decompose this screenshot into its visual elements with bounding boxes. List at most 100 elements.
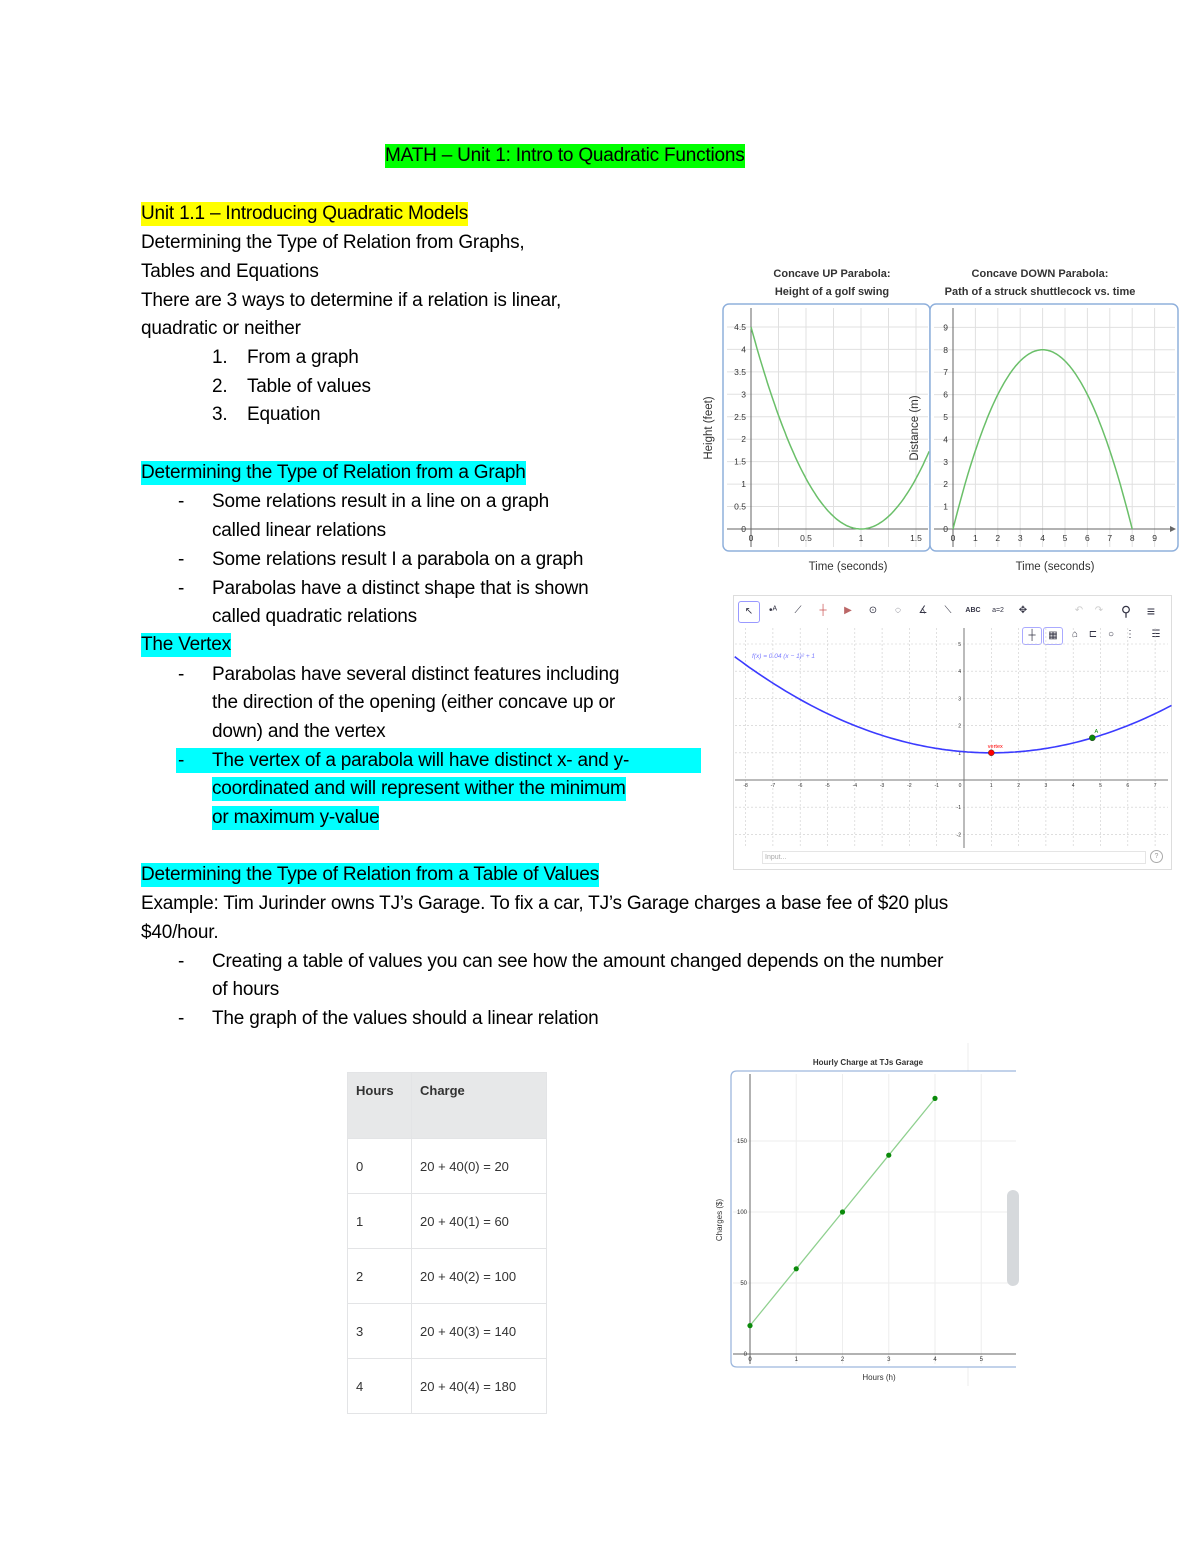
perpendicular-icon[interactable]: ┼ — [819, 605, 827, 616]
slider-tool[interactable]: a=2 — [992, 607, 1004, 614]
table-row: 4 20 + 40(4) = 180 — [347, 1358, 547, 1414]
bullet-text: of hours — [212, 979, 280, 1000]
home-icon[interactable]: ⌂ — [1071, 629, 1079, 640]
y-tick-label: 7 — [943, 367, 948, 377]
bullet-dash: - — [178, 664, 185, 685]
y-tick-label: 5 — [958, 642, 961, 648]
circle-icon[interactable]: ⊙ — [868, 605, 878, 616]
x-tick-label: 2 — [841, 1357, 845, 1363]
x-tick-label: -5 — [825, 783, 830, 789]
y-axis-label: Distance (m) — [909, 395, 921, 460]
table-header-row: Hours Charge — [347, 1072, 547, 1139]
y-tick-label: 6 — [943, 390, 948, 400]
x-tick-label: 3 — [887, 1357, 891, 1363]
x-tick-label: -7 — [771, 783, 776, 789]
x-tick-label: 1 — [973, 533, 978, 543]
data-point — [839, 1209, 846, 1215]
function-curve — [734, 656, 1172, 754]
x-axis-label: Hours (h) — [862, 1373, 896, 1382]
x-axis-label: Time (seconds) — [809, 561, 888, 573]
table-row: 1 20 + 40(1) = 60 — [347, 1193, 547, 1249]
input-bar[interactable]: Input... — [762, 851, 1146, 864]
table-cell: 3 — [347, 1303, 412, 1359]
more-icon[interactable]: ⋮ — [1125, 629, 1135, 640]
highlight-band — [176, 748, 701, 773]
x-tick-label: 6 — [1126, 783, 1129, 789]
list-item: From a graph — [247, 347, 359, 368]
x-tick-label: 3 — [1018, 533, 1023, 543]
chart-frame — [929, 303, 1179, 552]
table-cell: 4 — [347, 1358, 412, 1414]
undo-icon[interactable]: ↶ — [1074, 605, 1084, 616]
point-icon[interactable]: •ᴬ — [768, 605, 778, 616]
zoom-icon[interactable]: ⊏ — [1088, 629, 1098, 640]
menu-icon[interactable]: ≡ — [1146, 603, 1156, 619]
line-icon[interactable]: ⟋ — [794, 605, 802, 616]
point-label: A — [1094, 729, 1098, 735]
y-tick-label: -2 — [957, 832, 962, 838]
function-label: f(x) = 0.04 (x − 1)² + 1 — [752, 653, 815, 660]
axes-toggle-icon[interactable]: ┼ — [1022, 627, 1042, 645]
redo-icon[interactable]: ↷ — [1094, 605, 1104, 616]
y-axis-label: Charges ($) — [715, 1199, 724, 1242]
table-cell: 20 + 40(0) = 20 — [411, 1138, 547, 1194]
table-cell: 1 — [347, 1193, 412, 1249]
y-tick-label: 3.5 — [734, 367, 746, 377]
table-cell: 20 + 40(2) = 100 — [411, 1248, 547, 1304]
help-icon[interactable]: ? — [1150, 850, 1163, 863]
list-item: Table of values — [247, 376, 371, 397]
y-tick-label: 2.5 — [734, 412, 746, 422]
move-view-icon[interactable]: ✥ — [1018, 605, 1028, 616]
table-cell: 0 — [347, 1138, 412, 1194]
text-line: Determining the Type of Relation from Gr… — [141, 232, 525, 253]
x-tick-label: 1 — [795, 1357, 799, 1363]
grid-toggle-icon[interactable]: ▦ — [1043, 627, 1063, 645]
reflect-icon[interactable]: ⟍ — [944, 605, 952, 616]
y-tick-label: 0 — [741, 524, 746, 534]
x-tick-label: 6 — [1085, 533, 1090, 543]
text-line: $40/hour. — [141, 922, 219, 943]
parabola-curve — [952, 349, 1133, 530]
point-a — [1089, 734, 1096, 742]
parabola-curve — [750, 326, 930, 530]
x-tick-label: -4 — [853, 783, 858, 789]
polygon-icon[interactable]: ▶ — [844, 605, 852, 616]
data-point — [793, 1266, 799, 1272]
table-cell: 20 + 40(1) = 60 — [411, 1193, 547, 1249]
list-number: 3. — [212, 404, 228, 425]
y-tick-label: 8 — [943, 345, 948, 355]
style-bar-icon[interactable]: ☰ — [1151, 629, 1161, 640]
x-tick-label: 0 — [951, 533, 956, 543]
y-tick-label: 2 — [943, 479, 948, 489]
conic-icon[interactable]: ◌ — [895, 605, 901, 616]
geogebra-applet[interactable]: ↖ •ᴬ ⟋ ┼ ▶ ⊙ ◌ ∡ ⟍ ABC a=2 ✥ ↶ ↷ ⚲ ≡ ┼ ▦… — [733, 595, 1172, 870]
y-tick-label: 4 — [958, 669, 961, 675]
text-tool[interactable]: ABC — [965, 607, 981, 614]
y-tick-label: -1 — [957, 805, 962, 811]
bullet-text: Parabolas have several distinct features… — [212, 664, 620, 685]
list-number: 2. — [212, 376, 228, 397]
x-tick-label: -2 — [907, 783, 912, 789]
settings-icon[interactable]: ○ — [1107, 629, 1115, 640]
x-tick-label: 5 — [980, 1357, 984, 1363]
table-row: 0 20 + 40(0) = 20 — [347, 1138, 547, 1194]
x-axis-arrow — [1170, 526, 1176, 532]
x-tick-label: 7 — [1154, 783, 1157, 789]
y-tick-label: 3 — [958, 696, 961, 702]
x-tick-label: 4 — [1040, 533, 1045, 543]
bullet-dash: - — [178, 1008, 185, 1029]
section-heading-unit-1-1: Unit 1.1 – Introducing Quadratic Models — [141, 202, 468, 226]
search-icon[interactable]: ⚲ — [1120, 603, 1132, 619]
x-tick-label: -8 — [743, 783, 748, 789]
angle-icon[interactable]: ∡ — [918, 605, 928, 616]
cursor-icon[interactable]: ↖ — [738, 601, 760, 623]
table-row: 2 20 + 40(2) = 100 — [347, 1248, 547, 1304]
data-point — [932, 1095, 938, 1101]
bullet-text: The vertex of a parabola will have disti… — [212, 750, 630, 771]
x-tick-label: 4 — [1072, 783, 1075, 789]
x-tick-label: -3 — [880, 783, 885, 789]
y-tick-label: 1 — [943, 502, 948, 512]
x-tick-label: 1 — [859, 533, 864, 543]
y-tick-label: 3 — [943, 457, 948, 467]
chart-subtitle: Height of a golf swing — [775, 286, 889, 298]
